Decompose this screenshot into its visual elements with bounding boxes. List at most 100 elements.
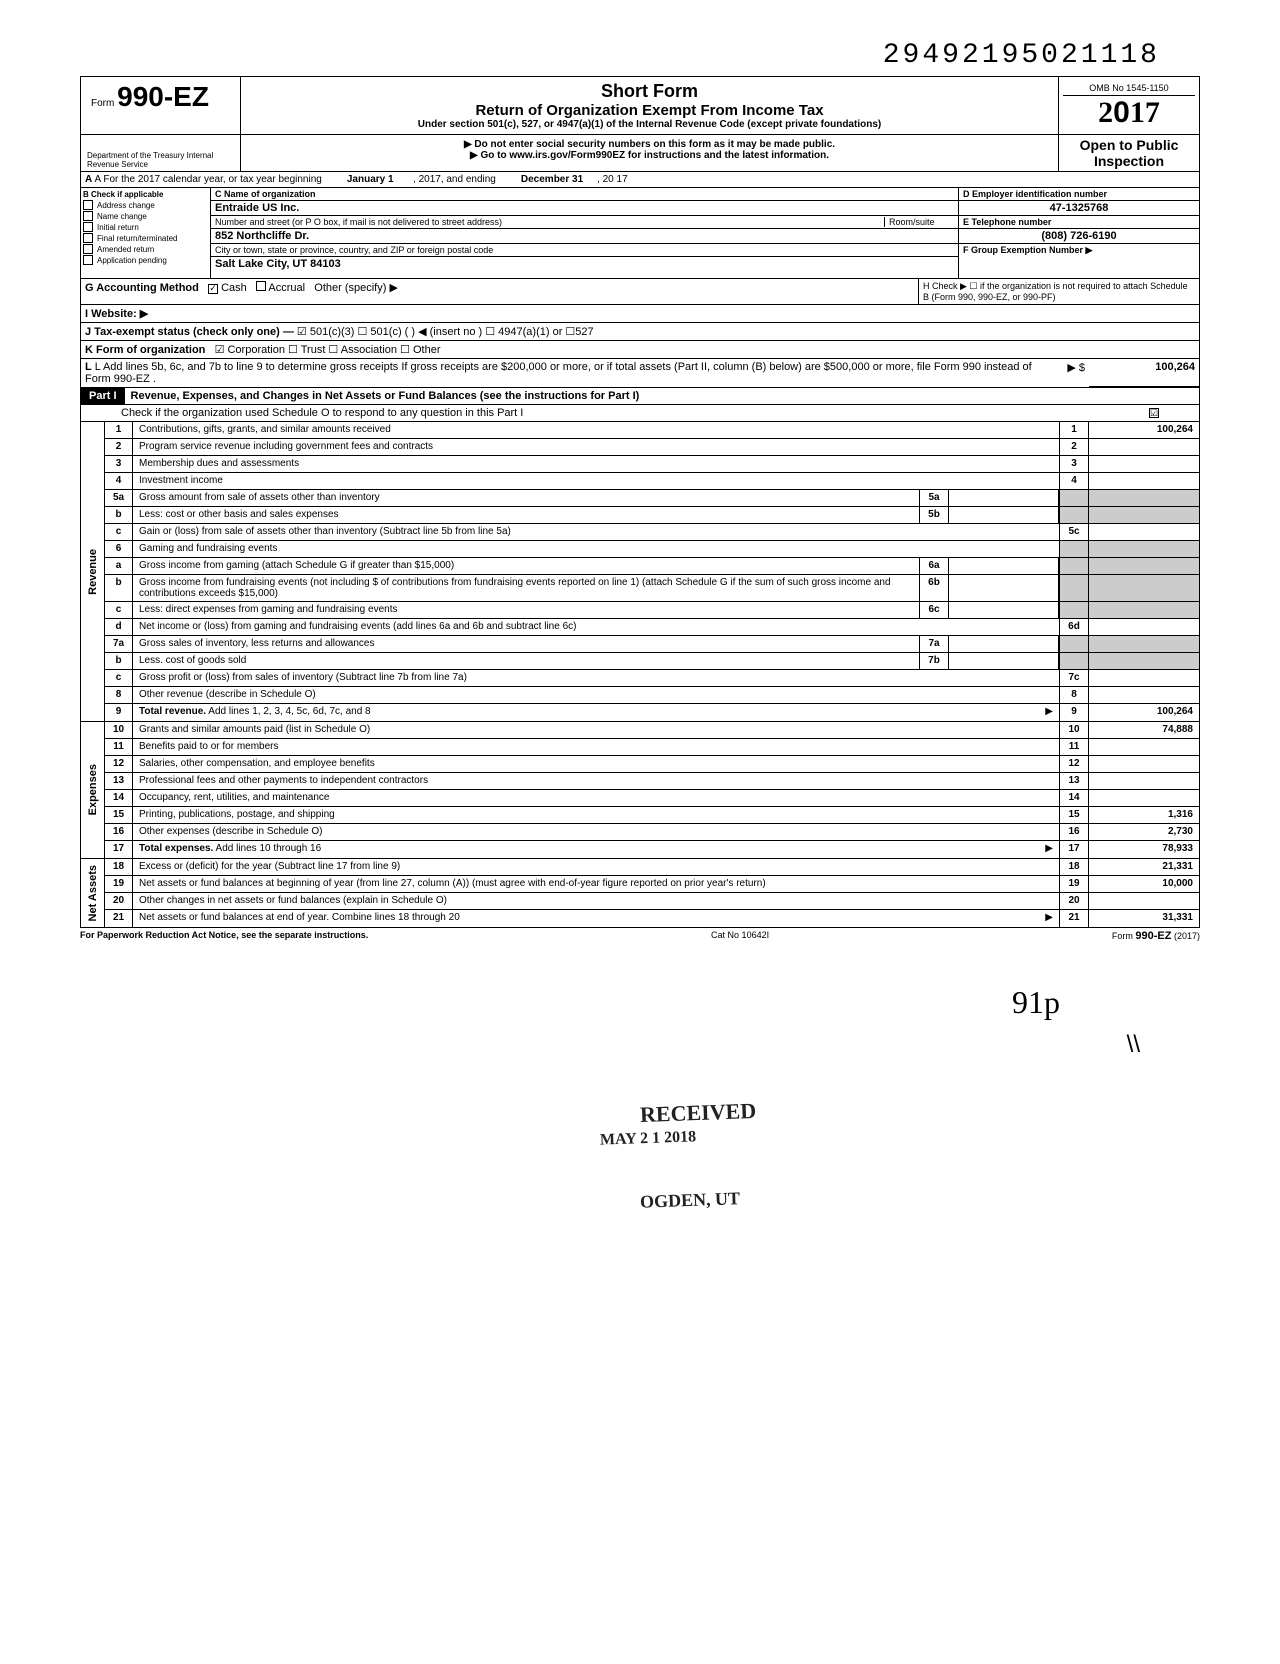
line-a: A A For the 2017 calendar year, or tax y… — [81, 172, 1199, 187]
line-number: c — [105, 602, 133, 618]
right-line-value — [1089, 456, 1199, 472]
right-line-value — [1089, 473, 1199, 489]
document-id-number: 29492195021118 — [80, 40, 1200, 71]
line-description: Gross amount from sale of assets other t… — [133, 490, 919, 506]
part-i-check-text: Check if the organization used Schedule … — [121, 407, 523, 419]
tax-year: 20201717 — [1063, 96, 1195, 130]
line-number: d — [105, 619, 133, 635]
line-number: 3 — [105, 456, 133, 472]
right-line-number: 17 — [1059, 841, 1089, 858]
line-l-gross-receipts: L L Add lines 5b, 6c, and 7b to line 9 t… — [81, 359, 1049, 387]
right-line-value — [1089, 739, 1199, 755]
line-description: Gross profit or (loss) from sales of inv… — [133, 670, 1059, 686]
line-description: Gain or (loss) from sale of assets other… — [133, 524, 1059, 540]
right-val-shaded — [1089, 653, 1199, 669]
checkbox-initial-return[interactable] — [83, 222, 93, 232]
right-num-shaded — [1059, 507, 1089, 523]
footer-form-ref: Form 990-EZ (2017) — [1112, 930, 1200, 942]
right-val-shaded — [1089, 636, 1199, 652]
right-line-value: 100,264 — [1089, 704, 1199, 721]
part-i-title: Revenue, Expenses, and Changes in Net As… — [125, 388, 646, 404]
ogden-stamp: OGDEN, UT — [640, 1188, 741, 1212]
right-line-number: 13 — [1059, 773, 1089, 789]
form-title: Return of Organization Exempt From Incom… — [251, 102, 1048, 119]
right-line-number: 1 — [1059, 422, 1089, 438]
right-line-value — [1089, 524, 1199, 540]
page-corner-mark: \\ — [80, 1031, 1200, 1059]
city-state-zip: Salt Lake City, UT 84103 — [211, 257, 958, 271]
section-b-checkboxes: B Check if applicable Address change Nam… — [81, 188, 211, 278]
checkbox-application-pending[interactable] — [83, 255, 93, 265]
goto-instructions: ▶ Go to www.irs.gov/Form990EZ for instru… — [245, 150, 1054, 161]
checkbox-address-change[interactable] — [83, 200, 93, 210]
right-line-number: 20 — [1059, 893, 1089, 909]
right-num-shaded — [1059, 602, 1089, 618]
right-line-number: 7c — [1059, 670, 1089, 686]
line-description: Grants and similar amounts paid (list in… — [133, 722, 1059, 738]
line-description: Excess or (deficit) for the year (Subtra… — [133, 859, 1059, 875]
right-line-number: 16 — [1059, 824, 1089, 840]
line-number: b — [105, 653, 133, 669]
line-description: Net assets or fund balances at end of ye… — [133, 910, 1059, 927]
line-number: 21 — [105, 910, 133, 927]
line-description: Other revenue (describe in Schedule O) — [133, 687, 1059, 703]
right-line-number: 11 — [1059, 739, 1089, 755]
right-line-number: 21 — [1059, 910, 1089, 927]
ein-value: 47-1325768 — [959, 201, 1199, 216]
line-number: 6 — [105, 541, 133, 557]
line-number: b — [105, 507, 133, 523]
line-h: H Check ▶ ☐ if the organization is not r… — [919, 279, 1199, 304]
line-description: Benefits paid to or for members — [133, 739, 1059, 755]
ssn-warning: ▶ Do not enter social security numbers o… — [245, 139, 1054, 150]
right-val-shaded — [1089, 507, 1199, 523]
city-label: City or town, state or province, country… — [211, 244, 958, 257]
mid-line-number: 7a — [919, 636, 949, 652]
right-line-number: 18 — [1059, 859, 1089, 875]
line-k-org-form: K Form of organization ☑ Corporation ☐ T… — [81, 341, 1199, 358]
right-val-shaded — [1089, 558, 1199, 574]
street-label: Number and street (or P O box, if mail i… — [215, 217, 884, 227]
line-description: Net income or (loss) from gaming and fun… — [133, 619, 1059, 635]
right-line-number: 5c — [1059, 524, 1089, 540]
checkbox-cash[interactable]: ✓ — [208, 284, 218, 294]
line-number: 17 — [105, 841, 133, 858]
group-exemption-label: F Group Exemption Number ▶ — [959, 244, 1199, 278]
right-val-shaded — [1089, 602, 1199, 618]
mid-line-value — [949, 653, 1059, 669]
line-number: c — [105, 670, 133, 686]
footer-cat-no: Cat No 10642I — [711, 930, 769, 942]
line-description: Net assets or fund balances at beginning… — [133, 876, 1059, 892]
line-number: 12 — [105, 756, 133, 772]
right-num-shaded — [1059, 636, 1089, 652]
checkbox-name-change[interactable] — [83, 211, 93, 221]
line-i-website: I Website: ▶ — [81, 305, 1199, 322]
street-address: 852 Northcliffe Dr. — [211, 229, 958, 244]
org-name-label: C Name of organization — [211, 188, 958, 201]
org-name: Entraide US Inc. — [211, 201, 958, 216]
department-label: Department of the Treasury Internal Reve… — [81, 135, 241, 171]
right-line-value — [1089, 619, 1199, 635]
mid-line-value — [949, 507, 1059, 523]
net-assets-section-label: Net Assets — [81, 859, 105, 927]
right-line-number: 6d — [1059, 619, 1089, 635]
line-number: 13 — [105, 773, 133, 789]
ein-label: D Employer identification number — [959, 188, 1199, 201]
received-stamp: RECEIVED — [640, 1098, 757, 1128]
checkbox-amended-return[interactable] — [83, 244, 93, 254]
right-line-value — [1089, 756, 1199, 772]
checkbox-final-return[interactable] — [83, 233, 93, 243]
line-number: 16 — [105, 824, 133, 840]
right-line-number: 8 — [1059, 687, 1089, 703]
checkbox-accrual[interactable] — [256, 281, 266, 291]
mid-line-value — [949, 490, 1059, 506]
line-l-arrow: ▶ $ — [1049, 359, 1089, 387]
line-number: c — [105, 524, 133, 540]
line-l-value: 100,264 — [1089, 359, 1199, 387]
right-line-value: 31,331 — [1089, 910, 1199, 927]
right-num-shaded — [1059, 558, 1089, 574]
checkbox-schedule-o[interactable]: ☑ — [1149, 408, 1159, 418]
line-number: 14 — [105, 790, 133, 806]
line-description: Gross income from gaming (attach Schedul… — [133, 558, 919, 574]
line-description: Gross sales of inventory, less returns a… — [133, 636, 919, 652]
revenue-section-label: Revenue — [81, 422, 105, 721]
